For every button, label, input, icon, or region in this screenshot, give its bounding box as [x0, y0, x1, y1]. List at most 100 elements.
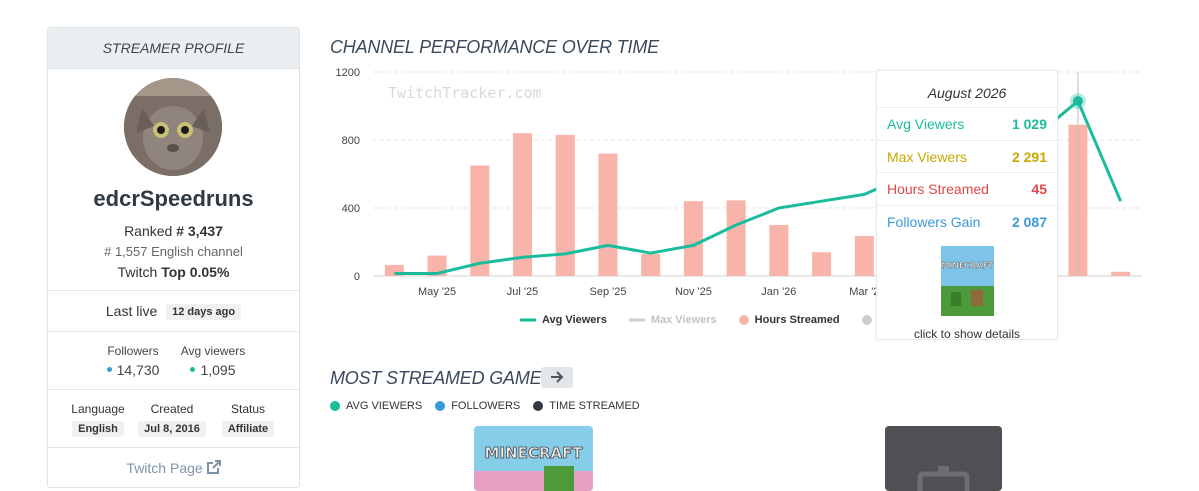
hours-bar — [384, 264, 404, 276]
games-legend-item[interactable]: FOLLOWERS — [435, 400, 520, 412]
last-live: Last live 12 days ago — [48, 303, 299, 320]
minecraft-tile-image: MINECRAFT — [474, 426, 593, 491]
legend-label: Avg Viewers — [542, 314, 607, 326]
tooltip-row-value: 45 — [1031, 181, 1047, 197]
hours-bar — [854, 236, 874, 276]
hours-bar — [769, 225, 789, 276]
divider — [48, 389, 299, 390]
tooltip-game-name: MINECRAFT — [941, 261, 994, 270]
tooltip-row-value: 2 291 — [1011, 148, 1047, 165]
top-percent: Top 0.05% — [161, 264, 230, 280]
chart-legend: Avg Viewers Max Viewers Hours Streamed — [520, 314, 872, 326]
games-arrow-button[interactable] — [541, 367, 573, 388]
highlight-point — [1072, 96, 1083, 107]
legend-item[interactable] — [861, 314, 872, 326]
twitch-page-label: Twitch Page — [126, 460, 203, 476]
divider — [48, 290, 299, 291]
games-legend-label: TIME STREAMED — [549, 400, 640, 412]
tooltip-footer: click to show details — [913, 327, 1021, 341]
games-legend-label: FOLLOWERS — [451, 400, 521, 412]
top-percent-line: Twitch Top 0.05% — [48, 264, 299, 280]
ranked-label: Ranked — [124, 223, 173, 239]
tooltip-game-cover[interactable]: MINECRAFT — [941, 246, 994, 316]
x-tick-label: May '25 — [418, 286, 456, 298]
username: edcrSpeedruns — [93, 186, 254, 211]
game-tile-minecraft[interactable]: MINECRAFT — [474, 426, 593, 491]
status-label: Status — [230, 402, 266, 416]
tooltip-row: Followers Gain 2 087 — [877, 204, 1057, 238]
y-tick-label: 0 — [354, 271, 360, 283]
created-badge: Jul 8, 2016 — [138, 421, 206, 437]
tooltip-row-value: 2 087 — [1011, 213, 1047, 230]
tooltip-rows: Avg Viewers 1 029 Max Viewers 2 291 Hours St… — [877, 107, 1057, 237]
hours-bar — [513, 133, 533, 276]
created-info: Created Jul 8, 2016 — [134, 402, 210, 438]
tooltip-row: Hours Streamed 45 — [877, 172, 1057, 205]
cat-avatar-image — [124, 78, 222, 176]
games-legend-item[interactable]: AVG VIEWERS — [330, 400, 422, 412]
tooltip-title: August 2026 — [927, 85, 1007, 101]
x-tick-label: Jan '26 — [761, 286, 796, 298]
placeholder-game-icon — [917, 466, 970, 491]
avg-viewers-stat: Avg viewers 1,095 — [168, 344, 258, 378]
avg-viewers-value: 1,095 — [200, 362, 236, 378]
avatar[interactable] — [124, 78, 222, 176]
hours-bar — [726, 200, 746, 276]
arrow-right-icon — [551, 371, 564, 383]
game-tile-placeholder[interactable] — [885, 426, 1002, 491]
legend-dot — [330, 401, 340, 411]
language-rank: # 1,557 English channel — [104, 244, 243, 259]
hours-bar — [598, 153, 618, 276]
tooltip-row-value: 1 029 — [1011, 116, 1047, 132]
legend-item[interactable]: Hours Streamed — [738, 314, 840, 326]
legend-item[interactable]: Max Viewers — [628, 314, 717, 326]
streamer-profile-card: STREAMER PROFILE edcrSpeedruns Ranked # … — [47, 27, 300, 488]
performance-title: CHANNEL PERFORMANCE OVER TIME — [330, 37, 659, 57]
games-title: MOST STREAMED GAMES — [330, 368, 554, 388]
chart-tooltip[interactable]: August 2026 Avg Viewers 1 029 Max Viewers 2… — [876, 70, 1058, 341]
x-tick-label: Jul '25 — [507, 286, 538, 298]
legend-label: Hours Streamed — [754, 314, 840, 326]
rank-value: # 3,437 — [176, 223, 223, 239]
x-tick-label: Nov '25 — [675, 286, 712, 298]
watermark: TwitchTracker.com — [388, 84, 542, 102]
tooltip-row-label: Max Viewers — [887, 148, 967, 165]
last-live-badge: 12 days ago — [166, 304, 242, 320]
x-tick-label: Mar '2 — [849, 286, 879, 298]
y-tick-label: 1200 — [336, 67, 360, 79]
legend-line-marker — [520, 318, 536, 322]
legend-dot-marker — [861, 315, 872, 325]
status-badge: Affiliate — [221, 421, 275, 437]
minecraft-cover-image: MINECRAFT — [941, 246, 994, 316]
legend-dot — [435, 401, 446, 411]
hours-bar — [683, 201, 703, 276]
status-info: Status Affiliate — [210, 402, 286, 438]
language-info: Language English — [60, 402, 136, 438]
tooltip-row: Max Viewers 2 291 — [877, 139, 1057, 173]
legend-item[interactable]: Avg Viewers — [520, 314, 607, 326]
last-live-label: Last live — [105, 303, 158, 319]
legend-dot-marker — [738, 315, 749, 325]
followers-stat: Followers 14,730 — [88, 344, 178, 378]
tooltip-row-label: Avg Viewers — [887, 116, 965, 132]
followers-dot — [106, 367, 112, 372]
profile-header: STREAMER PROFILE — [48, 28, 299, 69]
followers-label: Followers — [107, 344, 159, 358]
twitch-page-link[interactable]: Twitch Page — [48, 460, 299, 476]
y-tick-label: 800 — [342, 135, 360, 147]
games-legend-label: AVG VIEWERS — [346, 400, 423, 412]
legend-dot — [533, 401, 544, 411]
divider — [48, 331, 299, 332]
hours-bar — [1111, 271, 1131, 276]
y-axis-labels: 0 400 800 1200 — [336, 67, 360, 283]
hours-bar — [470, 165, 490, 276]
language-label: Language — [71, 402, 125, 416]
tooltip-row: Avg Viewers 1 029 — [877, 107, 1057, 140]
external-link-icon — [206, 460, 221, 474]
games-legend-item[interactable]: TIME STREAMED — [533, 400, 640, 412]
legend-label: Max Viewers — [650, 314, 717, 326]
created-label: Created — [150, 402, 194, 416]
games-legend: AVG VIEWERS FOLLOWERS TIME STREAMED — [330, 400, 640, 412]
game-tile-title: MINECRAFT — [485, 444, 584, 462]
divider — [48, 447, 299, 448]
